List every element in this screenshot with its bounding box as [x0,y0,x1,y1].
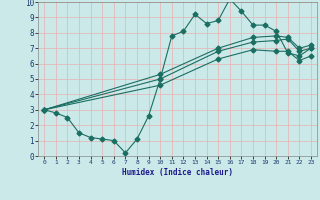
X-axis label: Humidex (Indice chaleur): Humidex (Indice chaleur) [122,168,233,177]
